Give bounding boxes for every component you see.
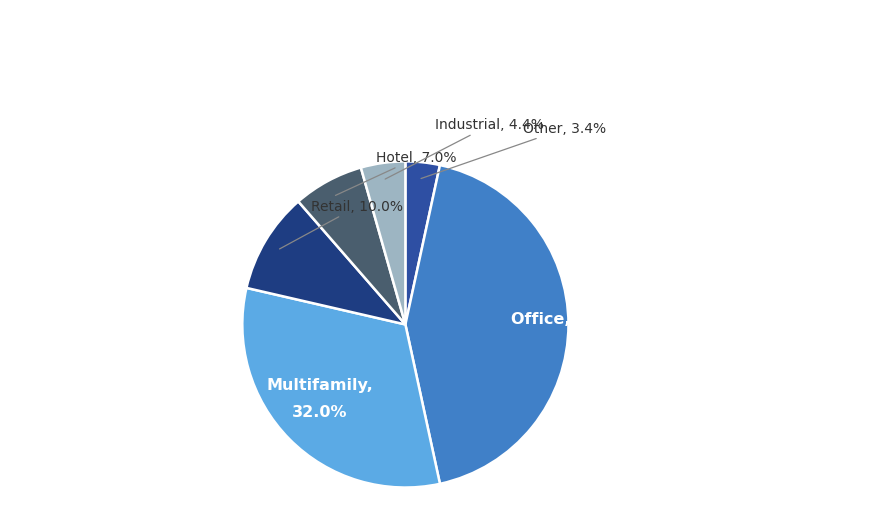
Text: 32.0%: 32.0% — [292, 406, 347, 420]
Text: PROPERTY TYPE: PROPERTY TYPE — [346, 35, 534, 55]
Wedge shape — [361, 161, 406, 325]
Text: (2): (2) — [536, 27, 556, 39]
Wedge shape — [243, 288, 440, 487]
Text: Industrial, 4.4%: Industrial, 4.4% — [385, 118, 544, 179]
Wedge shape — [406, 161, 440, 325]
Wedge shape — [299, 167, 406, 325]
Text: Hotel, 7.0%: Hotel, 7.0% — [336, 151, 456, 196]
Wedge shape — [246, 201, 406, 325]
Text: Retail, 10.0%: Retail, 10.0% — [279, 200, 403, 249]
Text: Multifamily,: Multifamily, — [266, 377, 373, 393]
Wedge shape — [406, 165, 569, 484]
Text: Office, 43.2%: Office, 43.2% — [512, 312, 632, 327]
Text: Other, 3.4%: Other, 3.4% — [421, 122, 606, 179]
